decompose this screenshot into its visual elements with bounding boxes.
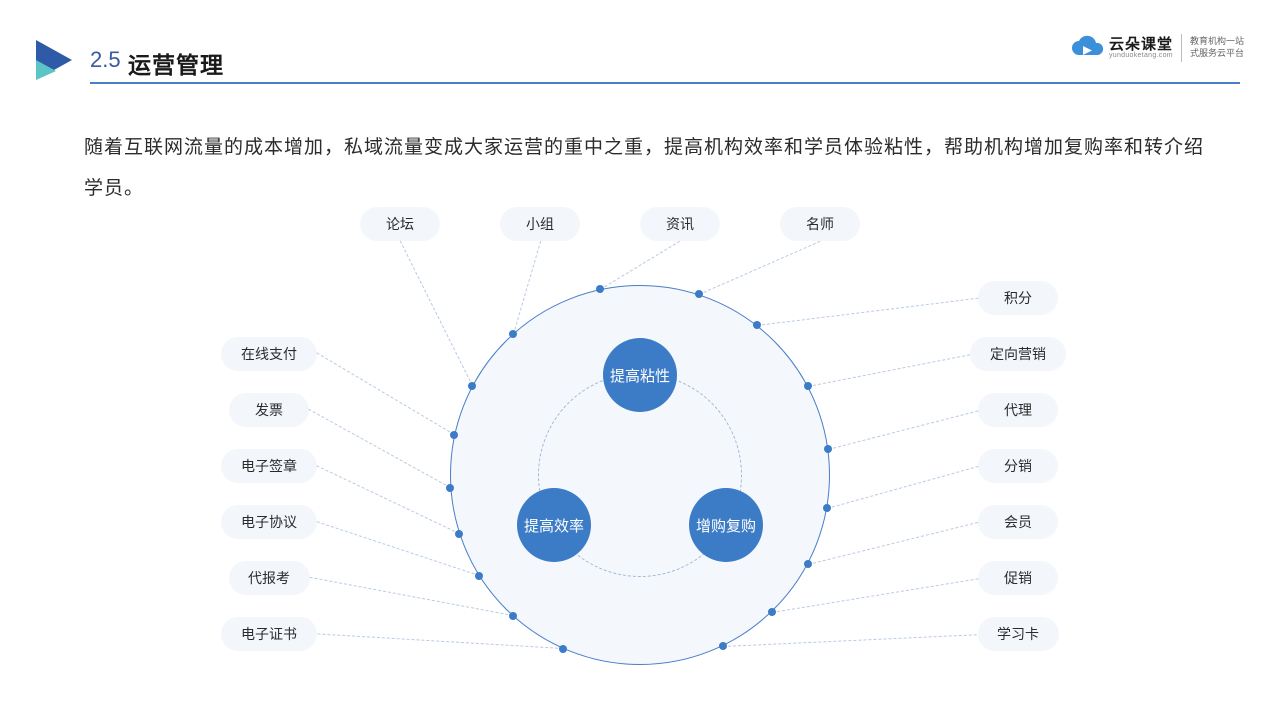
diagram-disc	[450, 285, 830, 665]
connector	[808, 354, 970, 387]
connector	[400, 241, 473, 386]
pill-forum: 论坛	[360, 207, 440, 241]
connector	[317, 465, 460, 534]
ring-dot	[824, 445, 832, 453]
pill-ecert: 电子证书	[221, 617, 317, 651]
cloud-icon	[1069, 35, 1105, 61]
connector	[772, 578, 978, 613]
connector	[699, 241, 821, 295]
ring-dot	[450, 431, 458, 439]
connector	[317, 633, 563, 649]
ring-dot	[455, 530, 463, 538]
connector	[828, 410, 978, 450]
pill-eagree: 电子协议	[221, 505, 317, 539]
slide-body-text: 随着互联网流量的成本增加，私域流量变成大家运营的重中之重，提高机构效率和学员体验…	[84, 128, 1214, 210]
pill-group: 小组	[500, 207, 580, 241]
logo-separator	[1181, 34, 1182, 62]
logo-title: 云朵课堂	[1109, 37, 1173, 52]
hub-stick: 提高粘性	[603, 338, 677, 412]
hub-effic: 提高效率	[517, 488, 591, 562]
connector	[808, 522, 978, 565]
ring-dot	[719, 642, 727, 650]
connector	[757, 298, 978, 326]
diagram-inner-ring	[538, 373, 742, 577]
header-underline	[90, 82, 1240, 84]
logo-subtitle: yunduoketang.com	[1109, 52, 1173, 59]
connector	[723, 634, 977, 647]
pill-card: 学习卡	[978, 617, 1059, 651]
connector	[827, 466, 978, 509]
pill-esign: 电子签章	[221, 449, 317, 483]
section-play-icon	[34, 38, 78, 82]
ring-dot	[804, 382, 812, 390]
pill-news: 资讯	[640, 207, 720, 241]
diagram-outer-ring	[450, 285, 830, 665]
pill-promo: 促销	[978, 561, 1058, 595]
pill-points: 积分	[978, 281, 1058, 315]
ring-dot	[823, 504, 831, 512]
connector	[513, 241, 541, 334]
ring-dot	[468, 382, 476, 390]
slide: 2.5 运营管理 云朵课堂 yunduoketang.com 教育机构一站 式服…	[0, 0, 1280, 720]
section-title: 运营管理	[128, 46, 224, 80]
pill-proxy: 代报考	[229, 561, 310, 595]
ring-dot	[446, 484, 454, 492]
hub-repeat: 增购复购	[689, 488, 763, 562]
ring-dot	[596, 285, 604, 293]
pill-target: 定向营销	[970, 337, 1066, 371]
ring-dot	[509, 330, 517, 338]
ring-dot	[695, 290, 703, 298]
ring-dot	[753, 321, 761, 329]
pill-star: 名师	[780, 207, 860, 241]
logo-tag-line: 式服务云平台	[1190, 48, 1244, 60]
logo-tagline: 教育机构一站 式服务云平台	[1190, 36, 1244, 59]
pill-member: 会员	[978, 505, 1058, 539]
connector	[600, 241, 680, 290]
connector	[317, 521, 479, 576]
pill-dist: 分销	[978, 449, 1058, 483]
brand-logo: 云朵课堂 yunduoketang.com 教育机构一站 式服务云平台	[1069, 34, 1244, 62]
ring-dot	[768, 608, 776, 616]
ring-dot	[509, 612, 517, 620]
connector	[310, 577, 514, 616]
section-number: 2.5	[90, 47, 121, 73]
connector	[317, 353, 455, 435]
pill-inv: 发票	[229, 393, 309, 427]
ring-dot	[804, 560, 812, 568]
pill-pay: 在线支付	[221, 337, 317, 371]
operations-diagram: 提高粘性提高效率 增购复购 论坛 小组 资讯 名师在线支付发票电子签章电子协议代报考电子证…	[0, 0, 1280, 720]
logo-tag-line: 教育机构一站	[1190, 36, 1244, 48]
ring-dot	[475, 572, 483, 580]
connector	[309, 409, 451, 488]
pill-agent: 代理	[978, 393, 1058, 427]
ring-dot	[559, 645, 567, 653]
